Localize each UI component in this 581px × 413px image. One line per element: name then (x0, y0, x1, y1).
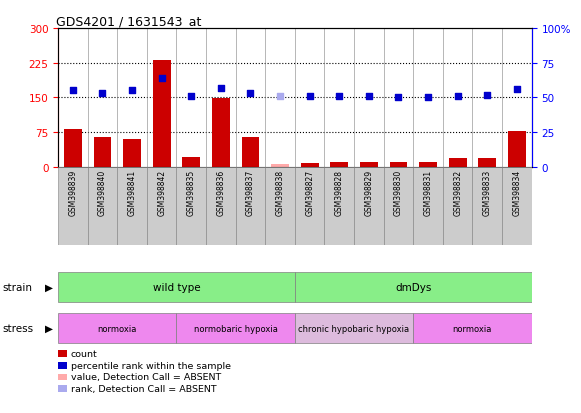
Bar (242, 137, 259, 167)
Bar (58, 167, 88, 246)
Bar (508, 131, 526, 167)
Point (187, 93, 196, 100)
Text: GSM398830: GSM398830 (394, 170, 403, 216)
Point (275, 93, 285, 100)
Bar (64, 129, 82, 167)
Bar (177, 313, 295, 343)
Bar (236, 167, 266, 246)
Bar (383, 167, 413, 246)
Bar (177, 167, 206, 246)
Point (394, 95, 403, 101)
Point (127, 88, 137, 95)
Text: GSM398836: GSM398836 (216, 170, 225, 216)
Text: percentile rank within the sample: percentile rank within the sample (71, 361, 231, 370)
Bar (153, 61, 171, 167)
Bar (354, 167, 383, 246)
Text: GSM398840: GSM398840 (98, 170, 107, 216)
Point (98, 90, 107, 97)
Text: ▶: ▶ (45, 282, 53, 292)
Bar (206, 167, 236, 246)
Bar (94, 137, 112, 167)
Bar (295, 313, 413, 343)
Text: normoxia: normoxia (98, 324, 137, 333)
Bar (117, 167, 147, 246)
Text: GSM398834: GSM398834 (512, 170, 521, 216)
Text: GSM398837: GSM398837 (246, 170, 255, 216)
Bar (266, 167, 295, 246)
Point (216, 85, 225, 92)
Text: GSM398831: GSM398831 (424, 170, 432, 216)
Point (68, 88, 77, 95)
Text: GSM398842: GSM398842 (157, 170, 166, 216)
Bar (295, 167, 324, 246)
Bar (182, 158, 200, 167)
Text: GSM398827: GSM398827 (305, 170, 314, 216)
Text: GSM398841: GSM398841 (128, 170, 137, 216)
Text: GSM398829: GSM398829 (364, 170, 374, 216)
Point (453, 93, 462, 100)
Bar (472, 167, 502, 246)
Text: GSM398838: GSM398838 (275, 170, 285, 216)
Bar (58, 272, 295, 302)
Text: GSM398839: GSM398839 (69, 170, 77, 216)
Text: chronic hypobaric hypoxia: chronic hypobaric hypoxia (299, 324, 410, 333)
Text: ▶: ▶ (45, 323, 53, 333)
Bar (413, 167, 443, 246)
Bar (212, 99, 229, 167)
Text: normobaric hypoxia: normobaric hypoxia (193, 324, 278, 333)
Text: count: count (71, 349, 98, 358)
Bar (331, 163, 348, 167)
Text: GSM398828: GSM398828 (335, 170, 344, 216)
Bar (295, 272, 532, 302)
Bar (324, 167, 354, 246)
Bar (389, 163, 407, 167)
Bar (58, 313, 177, 343)
Bar (123, 140, 141, 167)
Bar (147, 167, 177, 246)
Point (424, 95, 433, 101)
Bar (419, 163, 437, 167)
Point (364, 93, 374, 100)
Text: rank, Detection Call = ABSENT: rank, Detection Call = ABSENT (71, 384, 217, 393)
Text: normoxia: normoxia (453, 324, 492, 333)
Text: value, Detection Call = ABSENT: value, Detection Call = ABSENT (71, 373, 221, 382)
Point (512, 86, 522, 93)
Bar (413, 313, 532, 343)
Text: GDS4201 / 1631543_at: GDS4201 / 1631543_at (56, 15, 201, 28)
Text: dmDys: dmDys (395, 282, 432, 292)
Bar (360, 163, 378, 167)
Point (335, 93, 344, 100)
Point (483, 92, 492, 99)
Text: strain: strain (3, 282, 33, 292)
Text: GSM398835: GSM398835 (187, 170, 196, 216)
Bar (301, 164, 318, 167)
Text: wild type: wild type (153, 282, 200, 292)
Bar (88, 167, 117, 246)
Text: stress: stress (3, 323, 34, 333)
Text: GSM398833: GSM398833 (483, 170, 492, 216)
Bar (443, 167, 472, 246)
Bar (478, 159, 496, 167)
Point (157, 76, 166, 82)
Point (305, 93, 314, 100)
Bar (449, 159, 467, 167)
Point (246, 90, 255, 97)
Bar (271, 165, 289, 167)
Bar (502, 167, 532, 246)
Text: GSM398832: GSM398832 (453, 170, 462, 216)
